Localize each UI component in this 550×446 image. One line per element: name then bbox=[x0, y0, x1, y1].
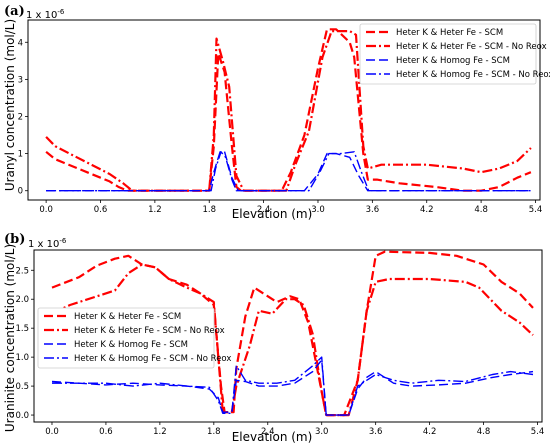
legend-label: Heter K & Heter Fe - SCM bbox=[74, 312, 181, 322]
panel-b-multiplier: 1 x 10-6 bbox=[28, 237, 67, 250]
x-tick-label: 1.2 bbox=[153, 427, 167, 437]
legend-label: Heter K & Heter Fe - SCM bbox=[396, 28, 503, 38]
x-tick-label: 0.6 bbox=[94, 205, 108, 215]
x-tick-label: 3.6 bbox=[369, 427, 383, 437]
panel-a-frame bbox=[27, 19, 541, 201]
x-tick-label: 5.4 bbox=[529, 205, 543, 215]
panel-a-y-axis: 0 1 2 3 4 bbox=[18, 38, 28, 197]
panel-a-label: (a) bbox=[4, 4, 25, 19]
x-tick-label: 1.8 bbox=[207, 427, 221, 437]
panel-a-ylabel: Uranyl concentration (mol/L) bbox=[3, 19, 17, 191]
panel-a-series bbox=[45, 28, 532, 192]
x-tick-label: 0.0 bbox=[39, 205, 53, 215]
legend-label: Heter K & Homog Fe - SCM - No Reox bbox=[74, 354, 231, 364]
legend-label: Heter K & Homog Fe - SCM bbox=[74, 340, 188, 350]
legend-label: Heter K & Homog Fe - SCM bbox=[396, 56, 510, 66]
panel-b-frame bbox=[33, 249, 543, 423]
x-tick-label: 1.2 bbox=[148, 205, 162, 215]
y-tick-label: 2 bbox=[18, 112, 23, 122]
y-tick-label: 1 bbox=[18, 150, 23, 160]
y-tick-label: 2.0 bbox=[15, 295, 29, 305]
panel-a-x-axis: 0.0 0.6 1.2 1.8 2.4 3.0 3.6 4.2 4.8 5.4 bbox=[39, 200, 542, 215]
panel-b-x-axis: 0.0 0.6 1.2 1.8 2.4 3.0 3.6 4.2 4.8 5.4 bbox=[45, 422, 544, 437]
panel-b: (b) 1 x 10-6 Uraninite concentration (mo… bbox=[3, 232, 544, 444]
y-tick-label: 4 bbox=[18, 38, 23, 48]
panel-b-series bbox=[51, 250, 534, 417]
x-tick-label: 4.8 bbox=[477, 427, 491, 437]
panel-b-xlabel: Elevation (m) bbox=[232, 430, 313, 444]
panel-a-xlabel: Elevation (m) bbox=[232, 207, 313, 221]
x-tick-label: 3.0 bbox=[311, 205, 325, 215]
panel-a-legend: Heter K & Heter Fe - SCM Heter K & Heter … bbox=[359, 23, 550, 85]
x-tick-label: 0.6 bbox=[99, 427, 113, 437]
y-tick-label: 3 bbox=[18, 75, 23, 85]
x-tick-label: 1.8 bbox=[202, 205, 216, 215]
x-tick-label: 3.6 bbox=[366, 205, 380, 215]
x-tick-label: 0.0 bbox=[45, 427, 59, 437]
x-tick-label: 4.2 bbox=[420, 205, 434, 215]
series-line-1-1 bbox=[51, 263, 534, 417]
panel-b-legend: Heter K & Heter Fe - SCM Heter K & Heter … bbox=[37, 307, 231, 369]
series-line-0-3 bbox=[46, 151, 531, 192]
x-tick-label: 5.4 bbox=[531, 427, 545, 437]
legend-label: Heter K & Homog Fe - SCM - No Reox bbox=[396, 70, 550, 80]
y-tick-label: 1.0 bbox=[15, 353, 29, 363]
x-tick-label: 4.2 bbox=[423, 427, 437, 437]
y-tick-label: 0.0 bbox=[15, 411, 29, 421]
series-line-1-2 bbox=[51, 359, 534, 416]
panel-b-y-axis: 0.0 0.5 1.0 1.5 2.0 2.5 bbox=[15, 266, 34, 421]
x-tick-label: 4.8 bbox=[474, 205, 488, 215]
panel-a-multiplier: 1 x 10-6 bbox=[26, 8, 65, 21]
y-tick-label: 2.5 bbox=[15, 266, 29, 276]
panel-b-ylabel: Uraninite concentration (mol/L) bbox=[3, 244, 17, 432]
legend-label: Heter K & Heter Fe - SCM - No Reox bbox=[74, 326, 225, 336]
x-tick-label: 3.0 bbox=[315, 427, 329, 437]
panel-a: (a) 1 x 10-6 Uranyl concentration (mol/L… bbox=[3, 4, 550, 221]
series-line-0-0 bbox=[45, 28, 532, 192]
y-tick-label: 1.5 bbox=[15, 324, 29, 334]
x-tick-label: 2.4 bbox=[261, 427, 275, 437]
series-line-0-1 bbox=[45, 30, 532, 192]
panel-b-label: (b) bbox=[4, 232, 25, 247]
y-tick-label: 0 bbox=[18, 187, 23, 197]
x-tick-label: 2.4 bbox=[257, 205, 271, 215]
legend-label: Heter K & Heter Fe - SCM - No Reox bbox=[396, 42, 547, 52]
series-line-1-3 bbox=[52, 356, 534, 416]
y-tick-label: 0.5 bbox=[15, 382, 29, 392]
